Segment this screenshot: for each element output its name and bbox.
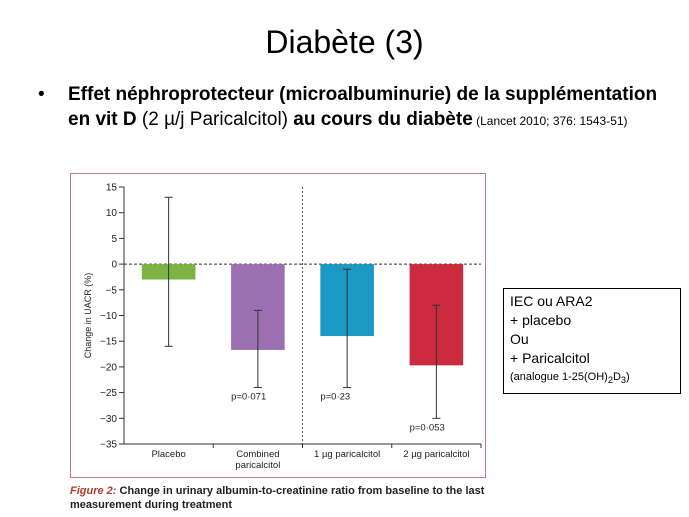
y-axis-label: Change in UACR (%) bbox=[83, 273, 93, 359]
category-label-4: 2 µg paricalcitol bbox=[403, 449, 469, 460]
side-box-line-1: IEC ou ARA2 bbox=[510, 293, 593, 309]
y-tick-label: −15 bbox=[100, 337, 117, 348]
p-value-2: p=0·071 bbox=[231, 391, 266, 402]
category-label-1: Placebo bbox=[151, 449, 185, 460]
figure-caption-label: Figure 2: bbox=[70, 485, 117, 497]
p-value-3: p=0·23 bbox=[320, 391, 350, 402]
side-box-line-5-suffix: ) bbox=[625, 371, 630, 383]
bullet-normal-part: (2 µ/j Paricalcitol) bbox=[136, 109, 294, 130]
category-label-2: paricalcitol bbox=[235, 460, 280, 471]
y-tick-label: 10 bbox=[106, 208, 118, 219]
bullet-bold-part-1: Effet néphroprotecteur (microalbuminurie… bbox=[68, 84, 658, 130]
side-box-line-4: + Paricalcitol bbox=[510, 350, 590, 366]
y-tick-label: −35 bbox=[100, 440, 117, 451]
treatment-info-box: IEC ou ARA2 + placebo Ou + Paricalcitol … bbox=[503, 288, 681, 394]
y-tick-label: −10 bbox=[100, 311, 117, 322]
side-box-line-5-sub-2: 3 bbox=[620, 375, 626, 386]
side-box-line-5: (analogue 1-25(OH)2D3) bbox=[510, 368, 674, 390]
side-box-line-5-sub-1: 2 bbox=[607, 375, 613, 386]
side-box-line-3: Ou bbox=[510, 331, 529, 347]
uacr-bar-chart: Change in UACR (%) 15 10 5 0 −5 −10 −15 −20 −25 −3… bbox=[83, 183, 482, 471]
side-box-line-5-prefix: (analogue 1-25(OH) bbox=[510, 371, 608, 383]
slide-title: Diabète (3) bbox=[265, 24, 424, 60]
bullet-text: Effet néphroprotecteur (microalbuminurie… bbox=[68, 82, 668, 134]
category-label-2: Combined bbox=[236, 449, 279, 460]
figure-caption: Figure 2: Change in urinary albumin-to-c… bbox=[70, 484, 510, 512]
y-tick-label: −5 bbox=[106, 285, 118, 296]
category-label-3: 1 µg paricalcitol bbox=[314, 449, 380, 460]
bullet-reference: (Lancet 2010; 376: 1543-51) bbox=[472, 114, 628, 128]
y-tick-label: 15 bbox=[106, 183, 118, 194]
y-tick-label: −25 bbox=[100, 388, 117, 399]
y-tick-label: 0 bbox=[111, 260, 117, 271]
bullet-symbol: • bbox=[38, 84, 45, 105]
p-value-4: p=0·053 bbox=[410, 422, 445, 433]
figure-caption-text: Change in urinary albumin-to-creatinine … bbox=[70, 485, 485, 511]
y-tick-label: −30 bbox=[100, 414, 117, 425]
side-box-line-2: + placebo bbox=[510, 312, 572, 328]
side-box-line-5-mid: D bbox=[612, 371, 621, 383]
chart-frame: Change in UACR (%) 15 10 5 0 −5 −10 −15 −20 −25 −3… bbox=[70, 173, 486, 478]
bullet-bold-part-2: au cours du diabète bbox=[293, 109, 473, 130]
y-tick-label: 5 bbox=[111, 234, 117, 245]
y-tick-label: −20 bbox=[100, 362, 117, 373]
